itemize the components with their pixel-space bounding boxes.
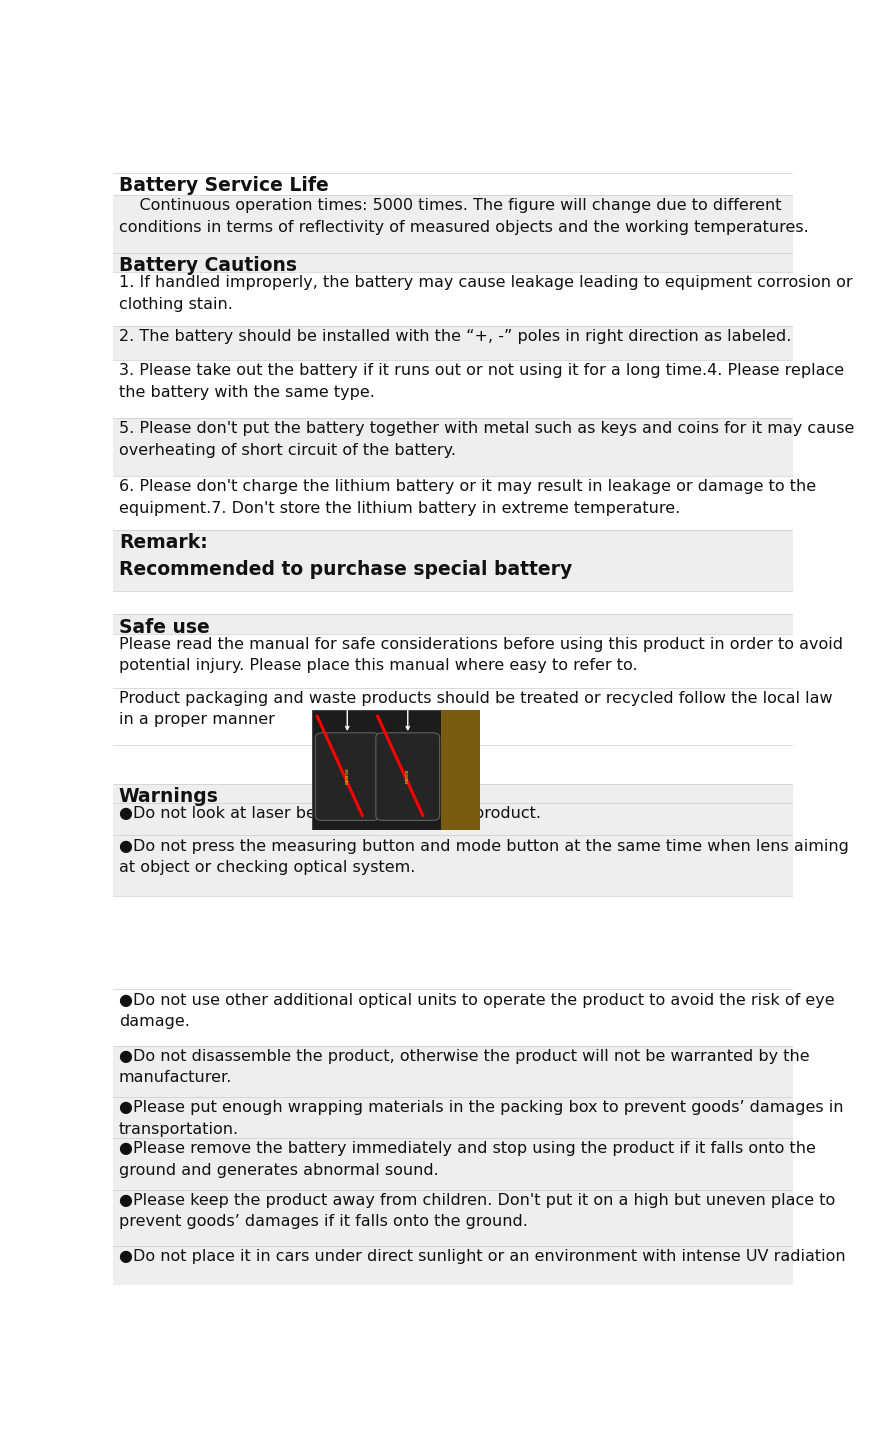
Text: ●Please keep the product away from children. Don't put it on a high but uneven p: ●Please keep the product away from child… — [118, 1193, 835, 1229]
Text: Product packaging and waste products should be treated or recycled follow the lo: Product packaging and waste products sho… — [118, 690, 833, 728]
Text: RANGE: RANGE — [346, 768, 349, 784]
Text: Safe use: Safe use — [118, 618, 210, 637]
Bar — [113, 836, 794, 895]
Bar — [441, 710, 480, 830]
Text: ●Please put enough wrapping materials in the packing box to prevent goods’ damag: ●Please put enough wrapping materials in… — [118, 1100, 843, 1136]
Text: ●Do not use other additional optical units to operate the product to avoid the r: ●Do not use other additional optical uni… — [118, 992, 834, 1030]
Text: ●Do not place it in cars under direct sunlight or an environment with intense UV: ●Do not place it in cars under direct su… — [118, 1249, 845, 1264]
Text: 5. Please don't put the battery together with metal such as keys and coins for i: 5. Please don't put the battery together… — [118, 422, 854, 458]
Text: MODE: MODE — [406, 768, 410, 784]
Bar — [113, 784, 794, 803]
Text: ●Do not disassemble the product, otherwise the product will not be warranted by : ●Do not disassemble the product, otherwi… — [118, 1048, 810, 1086]
FancyBboxPatch shape — [316, 732, 379, 820]
Bar — [113, 419, 794, 477]
Bar — [113, 1097, 794, 1138]
Bar — [113, 326, 794, 361]
Text: 3. Please take out the battery if it runs out or not using it for a long time.4.: 3. Please take out the battery if it run… — [118, 364, 844, 400]
Text: Please read the manual for safe considerations before using this product in orde: Please read the manual for safe consider… — [118, 637, 842, 673]
Text: 1. If handled improperly, the battery may cause leakage leading to equipment cor: 1. If handled improperly, the battery ma… — [118, 274, 852, 312]
Text: Remark:
Recommended to purchase special battery: Remark: Recommended to purchase special … — [118, 533, 572, 579]
Bar — [113, 195, 794, 253]
Text: Battery Cautions: Battery Cautions — [118, 256, 297, 274]
Text: 2. The battery should be installed with the “+, -” poles in right direction as l: 2. The battery should be installed with … — [118, 329, 791, 344]
Bar — [113, 615, 794, 634]
Text: Continuous operation times: 5000 times. The figure will change due to different
: Continuous operation times: 5000 times. … — [118, 198, 809, 234]
Bar — [113, 803, 794, 836]
Text: ●Do not press the measuring button and mode button at the same time when lens ai: ●Do not press the measuring button and m… — [118, 839, 849, 875]
Text: 6. Please don't charge the lithium battery or it may result in leakage or damage: 6. Please don't charge the lithium batte… — [118, 479, 816, 516]
Bar — [113, 1045, 794, 1097]
Bar — [113, 530, 794, 592]
Text: ●Please remove the battery immediately and stop using the product if it falls on: ●Please remove the battery immediately a… — [118, 1141, 816, 1178]
FancyBboxPatch shape — [376, 732, 439, 820]
Text: Battery Service Life: Battery Service Life — [118, 176, 329, 195]
Bar — [113, 253, 794, 271]
Text: ●Do not look at laser beam while using the product.: ●Do not look at laser beam while using t… — [118, 806, 541, 822]
Bar — [113, 1246, 794, 1285]
Bar — [113, 1138, 794, 1190]
Text: Warnings: Warnings — [118, 787, 218, 806]
Bar — [113, 1190, 794, 1246]
